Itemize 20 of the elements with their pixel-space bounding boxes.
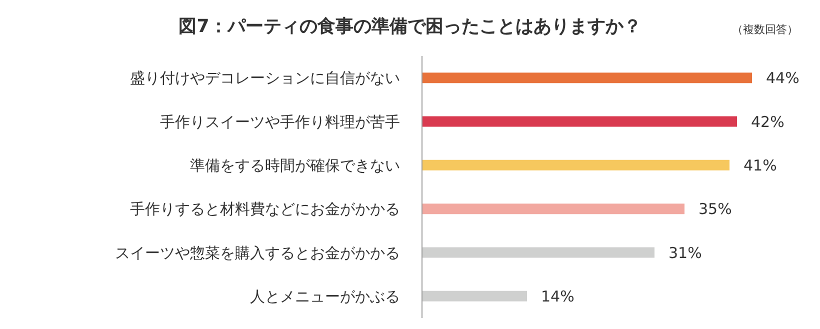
y-tick-label: 手作りスイーツや手作り料理が苦手 bbox=[160, 112, 400, 131]
data-label: 41% bbox=[744, 156, 777, 174]
bar bbox=[422, 290, 527, 302]
bar bbox=[422, 116, 737, 127]
y-tick-label: 人とメニューがかぶる bbox=[250, 287, 400, 306]
y-tick-label: 準備をする時間が確保できない bbox=[190, 156, 400, 174]
data-label: 42% bbox=[751, 112, 784, 131]
text: （複数回答） bbox=[732, 22, 798, 37]
bar bbox=[422, 204, 684, 214]
data-label: 14% bbox=[541, 287, 574, 306]
data-label: 35% bbox=[698, 200, 732, 218]
y-tick-label: スイーツや惣菜を購入するとお金がかかる bbox=[115, 244, 400, 262]
bar bbox=[422, 160, 730, 170]
bar bbox=[422, 72, 752, 84]
y-tick-label: 盛り付けやデコレーションに自信がない bbox=[130, 69, 400, 88]
chart-title: 図7：パーティの食事の準備で困ったことはありますか？ bbox=[178, 16, 642, 37]
bar bbox=[422, 247, 654, 258]
data-label: 31% bbox=[668, 244, 702, 262]
y-tick-label: 手作りすると材料費などにお金がかかる bbox=[130, 200, 400, 218]
data-label: 44% bbox=[766, 69, 800, 88]
